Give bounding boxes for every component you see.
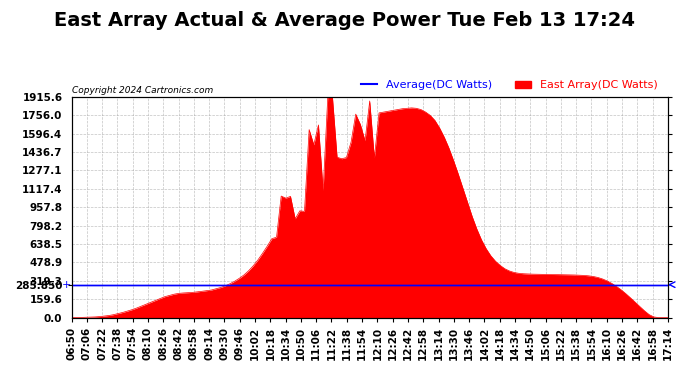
Text: Copyright 2024 Cartronics.com: Copyright 2024 Cartronics.com bbox=[72, 86, 213, 94]
Legend: Average(DC Watts), East Array(DC Watts): Average(DC Watts), East Array(DC Watts) bbox=[356, 76, 662, 95]
Text: +: + bbox=[62, 280, 72, 290]
Text: East Array Actual & Average Power Tue Feb 13 17:24: East Array Actual & Average Power Tue Fe… bbox=[55, 11, 635, 30]
